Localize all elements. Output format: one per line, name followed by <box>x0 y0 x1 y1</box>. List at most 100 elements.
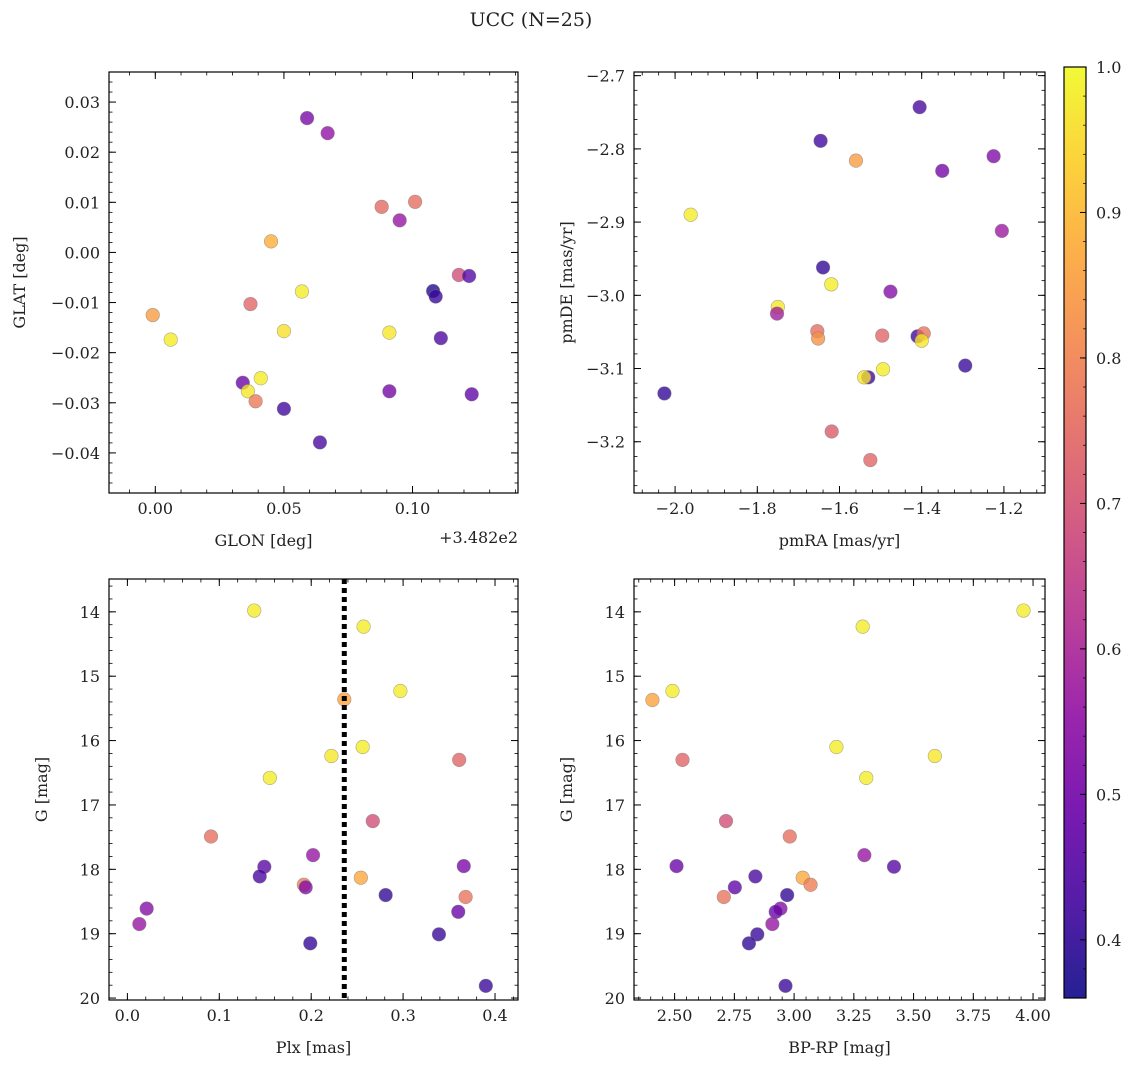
pmra-pmde-point <box>657 386 672 401</box>
bprp-g-ytick-label: 17 <box>605 796 625 815</box>
plx-g-xtick-label: 0.3 <box>390 1006 415 1025</box>
bprp-g-point <box>855 619 870 634</box>
bprp-g-point <box>645 692 660 708</box>
plx-g-xtick-label: 0.0 <box>115 1006 140 1025</box>
bprp-g-xtick-label: 2.50 <box>657 1006 693 1025</box>
colorbar: 0.4 0.5 0.6 0.7 0.8 0.9 1.0 <box>1063 58 1121 999</box>
bprp-g-point <box>665 683 680 699</box>
bprp-g-point <box>741 936 757 951</box>
glon-glat-point <box>163 332 178 347</box>
plx-g-point <box>458 889 473 905</box>
glon-glat-point <box>248 394 263 409</box>
bprp-g-point <box>748 869 763 884</box>
bprp-g-point <box>750 927 765 942</box>
pmra-pmde-panel: −2.0 −1.8 −1.6 −1.4 −1.2 −3.2 −3.1 −3.0 −2.9 −2.8… <box>557 67 1046 550</box>
bprp-g-axes-frame <box>633 578 1046 1001</box>
plx-g-point <box>393 683 408 699</box>
colorbar-tick-label: 0.6 <box>1096 640 1121 659</box>
plx-g-point <box>478 978 493 993</box>
bprp-g-xtick-label: 3.00 <box>776 1006 812 1025</box>
pmra-pmde-ytick-label: −3.1 <box>586 360 625 379</box>
bprp-g-point <box>803 877 818 892</box>
glon-glat-xlabel: GLON [deg] <box>214 531 312 550</box>
glon-glat-ytick-label: 0.01 <box>64 193 100 212</box>
colorbar-tick-label: 0.9 <box>1096 203 1121 222</box>
pmra-pmde-xtick-label: −1.2 <box>984 499 1023 518</box>
glon-glat-point <box>263 234 279 249</box>
bprp-g-point <box>859 770 874 786</box>
plx-g-xtick-label: 0.2 <box>298 1006 323 1025</box>
pmra-pmde-point <box>811 331 826 346</box>
plx-g-point <box>452 752 467 767</box>
glon-glat-axes-frame <box>108 71 519 494</box>
bprp-g-point <box>778 978 793 993</box>
plx-g-point <box>305 848 321 863</box>
glon-glat-ytick-label: −0.02 <box>51 344 100 363</box>
plx-g-ytick-label: 17 <box>80 796 100 815</box>
glon-glat-ytick-label: 0.03 <box>64 93 100 112</box>
plx-g-point <box>356 619 371 634</box>
pmra-pmde-ytick-label: −2.7 <box>586 67 625 86</box>
bprp-g-xtick-label: 2.75 <box>717 1006 753 1025</box>
plx-g-point <box>298 880 313 895</box>
plx-g-ytick-label: 15 <box>80 667 100 686</box>
pmra-pmde-xtick-label: −1.4 <box>902 499 941 518</box>
pmra-pmde-point <box>815 260 831 275</box>
glon-glat-point <box>240 384 256 399</box>
plx-g-point <box>451 904 466 919</box>
bprp-g-ylabel: G [mag] <box>557 757 576 822</box>
plx-g-xtick-label: 0.1 <box>207 1006 232 1025</box>
bprp-g-ytick-label: 20 <box>605 989 625 1008</box>
pmra-pmde-point <box>824 424 839 439</box>
bprp-g-point <box>857 848 872 863</box>
glon-glat-xtick-label: 0.00 <box>137 499 173 518</box>
bprp-g-point <box>765 916 780 932</box>
figure-title: UCC (N=25) <box>470 9 593 31</box>
bprp-g-xtick-label: 3.50 <box>896 1006 932 1025</box>
color-magnitude-panel: 2.50 2.75 3.00 3.25 3.50 3.75 4.00 14 15 16 17 18 19… <box>557 578 1051 1057</box>
plx-g-ytick-label: 14 <box>80 603 100 622</box>
glon-glat-ytick-label: −0.04 <box>51 444 100 463</box>
bprp-g-ytick-label: 15 <box>605 667 625 686</box>
colorbar-gradient <box>1063 66 1087 999</box>
glon-glat-point <box>294 284 310 299</box>
bprp-g-point <box>718 813 734 829</box>
pmra-pmde-point <box>824 277 839 292</box>
pmra-pmde-point <box>813 133 828 148</box>
colorbar-tick-label: 0.5 <box>1096 785 1121 804</box>
plx-g-ytick-label: 20 <box>80 989 100 1008</box>
pmra-pmde-point <box>857 370 872 385</box>
bprp-g-point <box>727 880 742 895</box>
glon-glat-ytick-label: 0.02 <box>64 143 100 162</box>
pmra-pmde-xlabel: pmRA [mas/yr] <box>779 531 901 550</box>
bprp-g-xlabel: BP-RP [mag] <box>788 1038 890 1057</box>
pmra-pmde-xtick-label: −1.6 <box>820 499 859 518</box>
glon-glat-ytick-label: 0.00 <box>64 243 100 262</box>
glon-glat-ytick-label: −0.01 <box>51 294 100 313</box>
glon-glat-ylabel: GLAT [deg] <box>10 236 29 328</box>
glon-glat-point <box>276 324 292 339</box>
glon-glat-point <box>374 199 389 214</box>
pmra-pmde-point <box>935 163 950 178</box>
bprp-g-point <box>675 752 690 767</box>
glon-glat-panel: 0.00 0.05 0.10 −0.04 −0.03 −0.02 −0.01 0.00 0.01… <box>10 71 519 550</box>
colorbar-tick-label: 1.0 <box>1096 58 1121 77</box>
plx-g-ylabel: G [mag] <box>32 757 51 822</box>
bprp-g-ytick-label: 14 <box>605 603 625 622</box>
pmra-pmde-point <box>883 284 898 299</box>
plx-g-point <box>431 927 447 942</box>
pmra-pmde-point <box>875 362 891 377</box>
pmra-pmde-point <box>848 153 864 168</box>
pmra-pmde-ytick-label: −3.2 <box>586 433 625 452</box>
glon-glat-point <box>243 296 258 312</box>
plx-g-point <box>203 829 219 844</box>
bprp-g-point <box>782 829 797 844</box>
bprp-g-ytick-label: 16 <box>605 732 625 751</box>
pmra-pmde-point <box>986 149 1001 164</box>
plx-g-axes-frame <box>108 578 519 1001</box>
bprp-g-point <box>780 887 795 903</box>
glon-glat-point <box>276 401 292 416</box>
plx-g-point <box>139 901 154 916</box>
pmra-pmde-xtick-label: −2.0 <box>656 499 695 518</box>
bprp-g-xtick-label: 4.00 <box>1015 1006 1051 1025</box>
